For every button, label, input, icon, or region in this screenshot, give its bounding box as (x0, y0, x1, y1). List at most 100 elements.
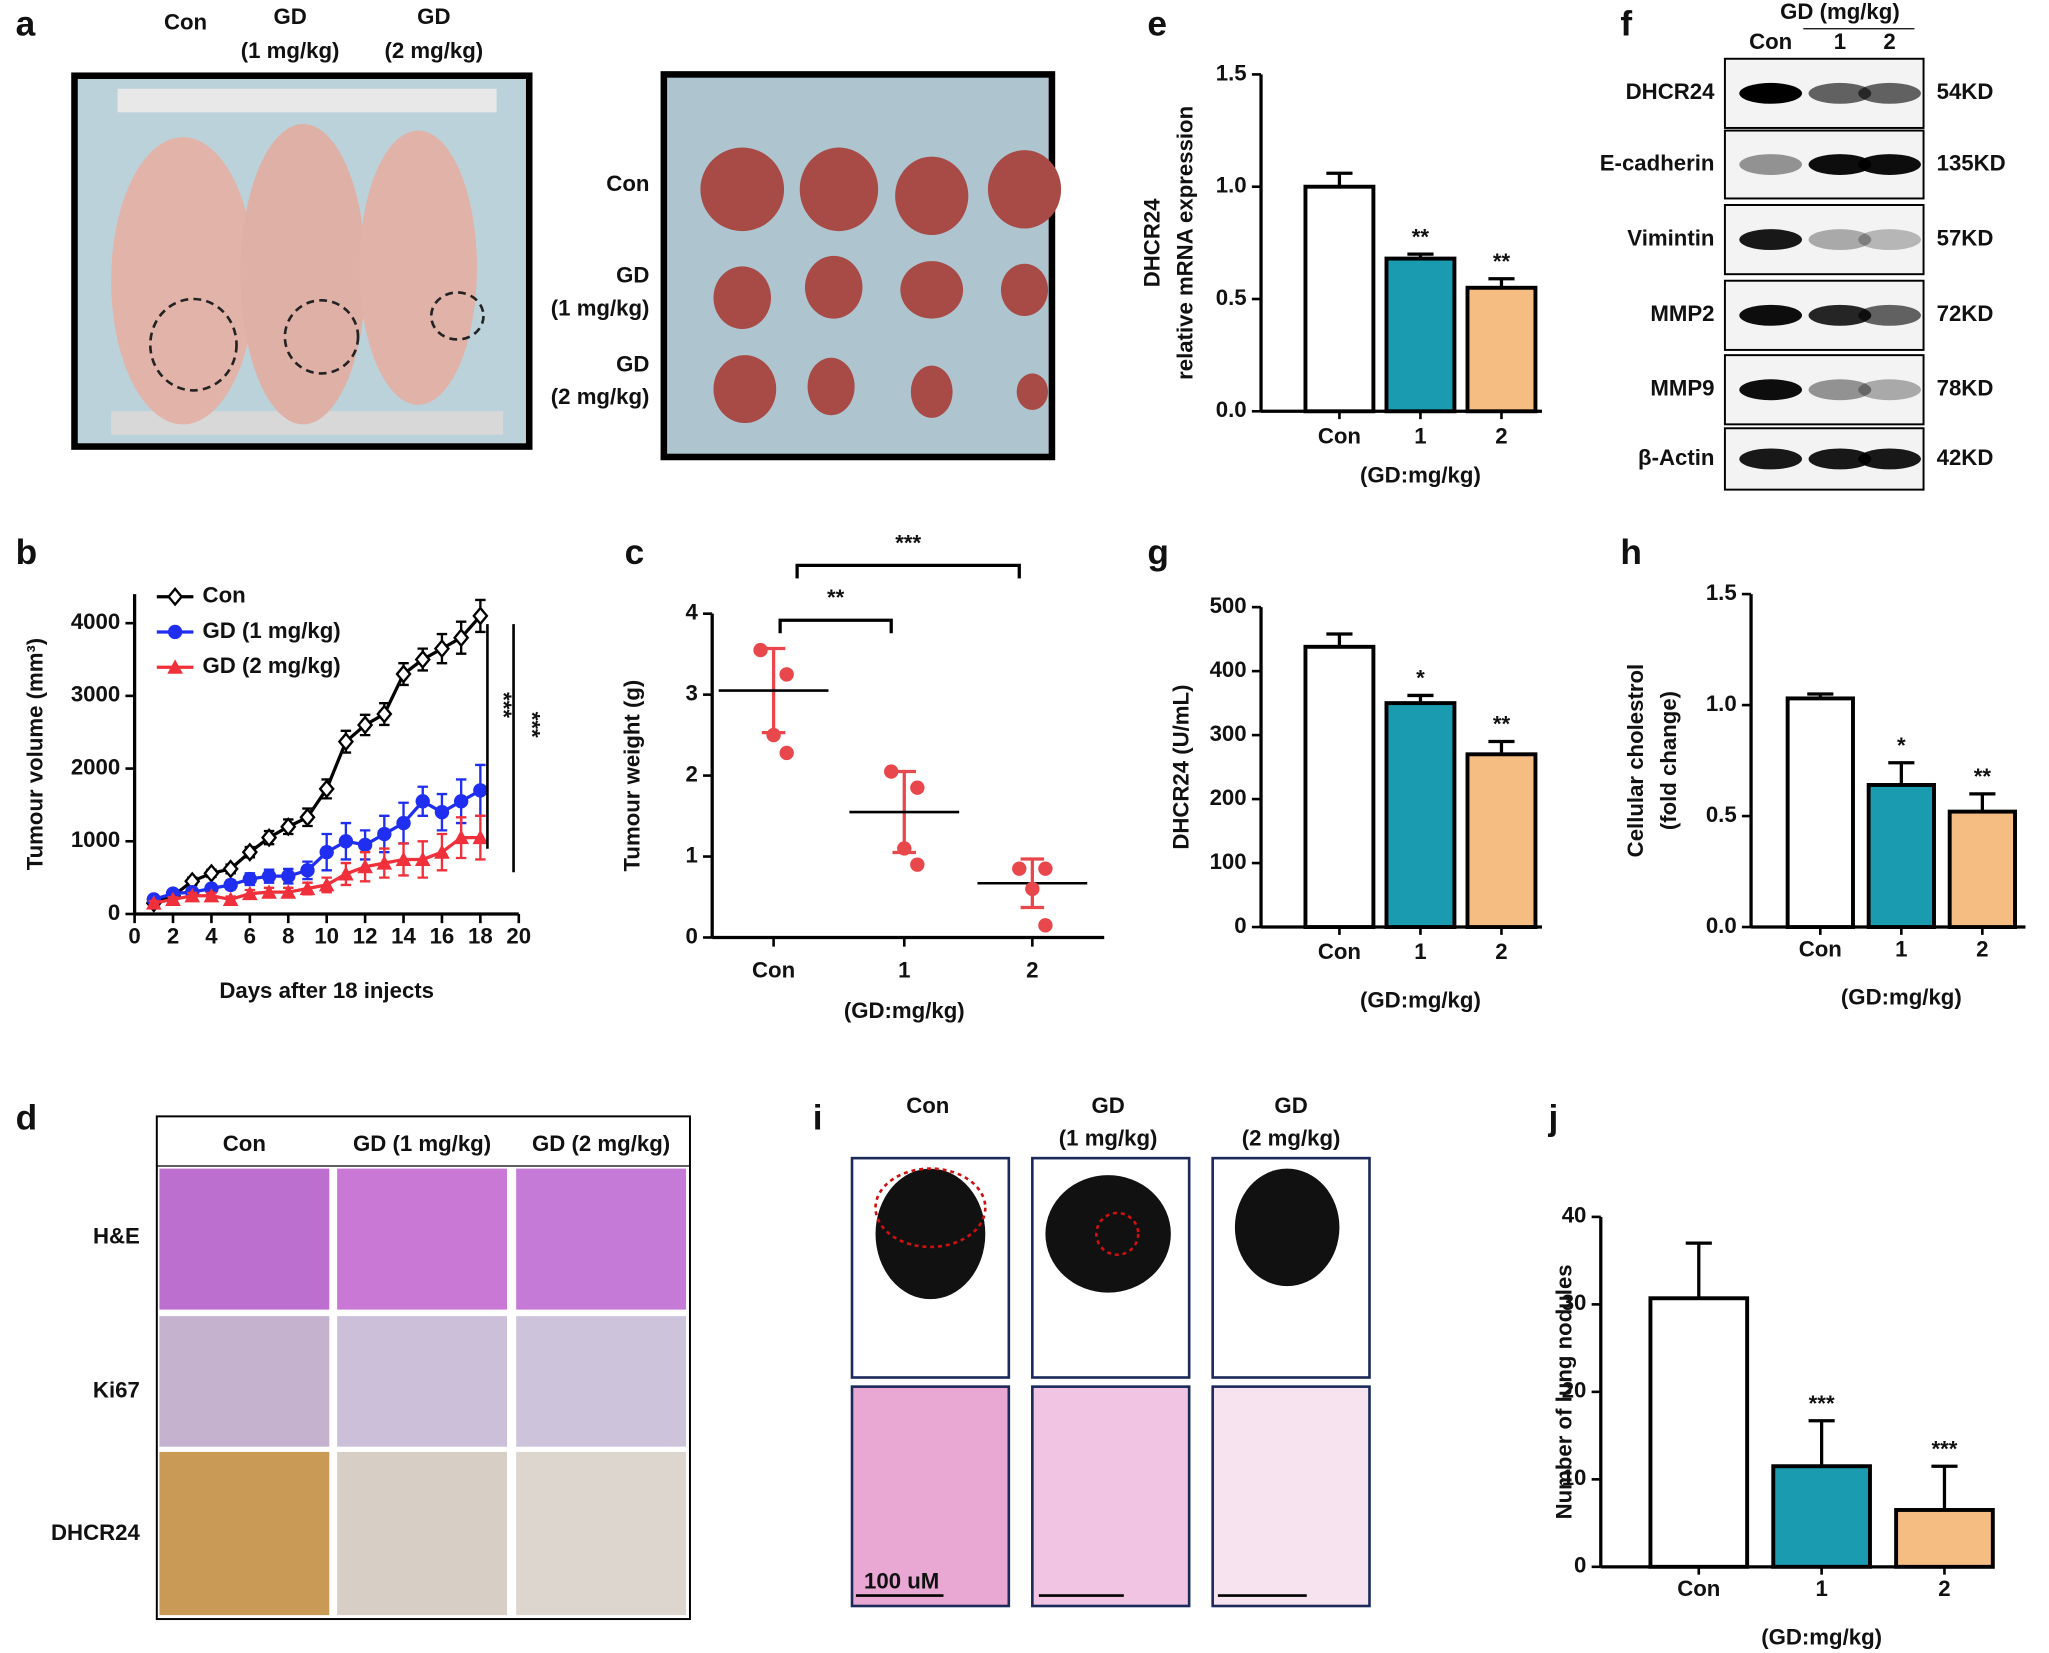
band (1808, 304, 1872, 326)
label: 14 (391, 923, 416, 948)
point (453, 829, 469, 845)
label: relative mRNA expression (1172, 106, 1197, 380)
label: 1 (1834, 29, 1846, 54)
error-bar (1808, 1419, 1835, 1467)
error-bar (1888, 761, 1915, 785)
label: 4000 (71, 609, 120, 634)
label: GD (1091, 1093, 1124, 1118)
point (395, 851, 412, 866)
label: Con (1677, 1576, 1720, 1601)
label: 10 (314, 923, 339, 948)
label: E-cadherin (1600, 150, 1715, 175)
point (241, 842, 258, 862)
point (779, 667, 794, 682)
bar (1465, 285, 1538, 414)
label: (1 mg/kg) (241, 38, 340, 63)
point (472, 829, 489, 845)
label: Con (1318, 939, 1361, 964)
label: 2 (1976, 936, 1988, 961)
label: 1.0 (1706, 691, 1737, 716)
label: 78KD (1937, 376, 1994, 401)
mouse (111, 137, 255, 425)
label: 400 (1210, 657, 1247, 682)
mouse (240, 124, 366, 425)
panel-letter: j (1548, 1099, 1559, 1138)
point (222, 859, 239, 879)
label: 2 (1495, 423, 1507, 448)
label: (GD:mg/kg) (1360, 462, 1481, 487)
label: 0.5 (1216, 285, 1247, 310)
label: 2 (685, 761, 697, 786)
point (167, 587, 184, 607)
label: 0 (1574, 1553, 1586, 1578)
bar (1303, 644, 1376, 929)
label: Con (1318, 423, 1361, 448)
label: (2 mg/kg) (1242, 1126, 1341, 1151)
label: GD (616, 351, 649, 376)
label: 3 (685, 680, 697, 705)
label: 42KD (1937, 445, 1994, 470)
label: Tumour weight (g) (620, 680, 645, 872)
label: 0 (685, 923, 697, 948)
label: Vimintin (1627, 225, 1714, 250)
mouse (359, 130, 477, 405)
label: (1 mg/kg) (551, 295, 650, 320)
point (1038, 861, 1053, 876)
point (357, 858, 373, 874)
label: 8 (282, 923, 294, 948)
point (338, 834, 354, 849)
western-blot (1723, 57, 1925, 491)
error-bar (1969, 792, 1996, 812)
label: 2 (1938, 1576, 1950, 1601)
label: 300 (1210, 721, 1247, 746)
label: (1 mg/kg) (1059, 1126, 1158, 1151)
label: 0 (1234, 913, 1246, 938)
label: (2 mg/kg) (385, 38, 484, 63)
label: 10 (1562, 1465, 1587, 1490)
label: *** (520, 712, 545, 738)
band (1739, 229, 1803, 251)
label: β-Actin (1638, 445, 1714, 470)
label: 135KD (1937, 150, 2006, 175)
label: 12 (353, 923, 378, 948)
point (472, 606, 489, 626)
error-bar (1326, 171, 1353, 187)
point (910, 780, 925, 795)
bar (1384, 256, 1457, 414)
point (910, 857, 925, 872)
label: (GD:mg/kg) (844, 998, 965, 1023)
point (337, 732, 354, 752)
tumour-outline (429, 291, 485, 341)
label: (GD:mg/kg) (1841, 985, 1962, 1010)
label: Cellular cholestrol (1623, 664, 1648, 857)
label: GD (1 mg/kg) (203, 618, 341, 643)
label: 0.0 (1706, 913, 1737, 938)
point (434, 844, 450, 859)
label: (fold change) (1656, 691, 1681, 830)
panel-letter: g (1147, 533, 1169, 572)
band (1739, 448, 1803, 470)
series-line (153, 836, 481, 905)
point (453, 628, 470, 648)
label: 1 (1414, 939, 1426, 964)
label: 100 uM (864, 1568, 939, 1593)
band (1739, 379, 1803, 401)
bracket (778, 618, 893, 634)
point (280, 884, 297, 899)
error-bar (1685, 1241, 1712, 1299)
label: 2 (167, 923, 179, 948)
label: Con (1799, 936, 1842, 961)
label: DHCR24 (U/mL) (1168, 685, 1193, 850)
label: GD (616, 263, 649, 288)
point (145, 895, 162, 910)
label: 2 (1495, 939, 1507, 964)
bar (1866, 783, 1936, 929)
label: 57KD (1937, 225, 1994, 250)
point (223, 877, 238, 893)
panel-letter: i (813, 1099, 823, 1138)
label: ** (1974, 764, 1992, 789)
label: 54KD (1937, 79, 1994, 104)
point (376, 855, 393, 870)
label: 100 (1210, 849, 1247, 874)
